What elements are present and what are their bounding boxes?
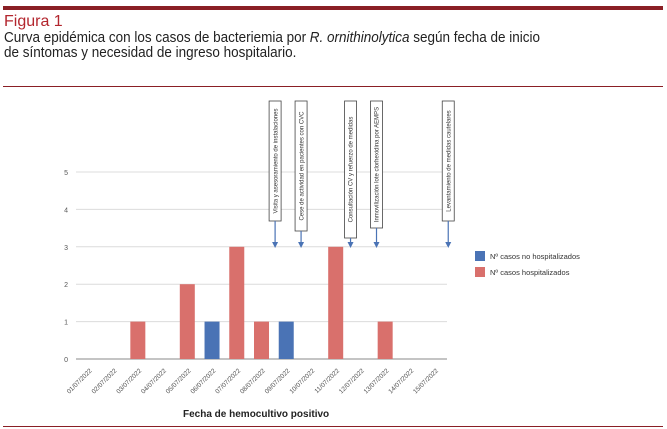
legend-label: Nº casos no hospitalizados [490, 252, 580, 261]
x-tick-label: 04/07/2022 [140, 367, 168, 395]
caption-line-2: de síntomas y necesidad de ingreso hospi… [4, 45, 297, 61]
bar [254, 321, 269, 359]
x-tick-label: 07/07/2022 [214, 367, 242, 395]
top-rule [3, 6, 663, 10]
chart-bars [130, 246, 393, 359]
figure-label: Figura 1 [4, 13, 63, 30]
annotation-arrow-head [373, 242, 380, 248]
bar [328, 246, 344, 359]
legend-label: Nº casos hospitalizados [490, 268, 570, 277]
x-axis: 01/07/202202/07/202203/07/202204/07/2022… [66, 367, 440, 395]
y-tick-label: 5 [64, 170, 68, 177]
annotation-label: Consultación CV y refuerzo de medidas [349, 117, 355, 223]
annotation-arrow-head [298, 242, 305, 248]
caption-text-cont: según fecha de inicio [409, 30, 540, 46]
annotation-label: Visita y asesoramiento de instalaciones [273, 109, 279, 214]
annotation-label: Cese de actividad en pacientes con CVC [299, 111, 305, 221]
x-tick-label: 13/07/2022 [363, 367, 391, 395]
bottom-rule [3, 426, 663, 427]
x-tick-label: 10/07/2022 [288, 367, 316, 395]
annotation-label: Levantamiento de medidas cautelares [446, 110, 452, 211]
bar [204, 321, 220, 359]
y-tick-label: 0 [64, 357, 68, 364]
x-tick-label: 09/07/2022 [264, 367, 292, 395]
chart-annotations: Visita y asesoramiento de instalaciones C… [268, 100, 455, 248]
bar [278, 321, 294, 359]
annotation-arrow-head [347, 242, 354, 248]
x-axis-title: Fecha de hemocultivo positivo [183, 409, 330, 420]
y-tick-label: 4 [64, 207, 68, 214]
x-tick-label: 06/07/2022 [189, 367, 217, 395]
caption-divider [3, 86, 663, 87]
caption-species: R. ornithinolytica [309, 30, 410, 46]
legend-swatch [475, 267, 485, 277]
legend-swatch [475, 251, 485, 261]
bar [179, 284, 195, 359]
bar [229, 246, 245, 359]
bar [130, 321, 146, 359]
x-tick-label: 03/07/2022 [115, 367, 143, 395]
chart-legend: Nº casos no hospitalizados Nº casos hospi… [475, 251, 580, 277]
x-tick-label: 12/07/2022 [338, 367, 366, 395]
annotation-label: Inmovilización lote clorhexidina por AEM… [375, 107, 381, 222]
x-tick-label: 14/07/2022 [387, 367, 415, 395]
x-tick-label: 01/07/2022 [66, 367, 94, 395]
y-tick-label: 3 [64, 245, 68, 252]
annotation-arrow-head [272, 242, 279, 248]
y-tick-label: 2 [64, 282, 68, 289]
y-tick-label: 1 [64, 320, 68, 327]
y-axis: 0 1 2 3 4 5 [64, 170, 68, 364]
bar [377, 321, 393, 359]
x-tick-label: 05/07/2022 [165, 367, 193, 395]
x-tick-label: 15/07/2022 [412, 367, 440, 395]
caption-text: Curva epidémica con los casos de bacteri… [4, 30, 310, 46]
annotation-arrow-head [445, 242, 452, 248]
figure-caption: Curva epidémica con los casos de bacteri… [4, 31, 599, 61]
x-tick-label: 08/07/2022 [239, 367, 267, 395]
x-tick-label: 02/07/2022 [91, 367, 119, 395]
